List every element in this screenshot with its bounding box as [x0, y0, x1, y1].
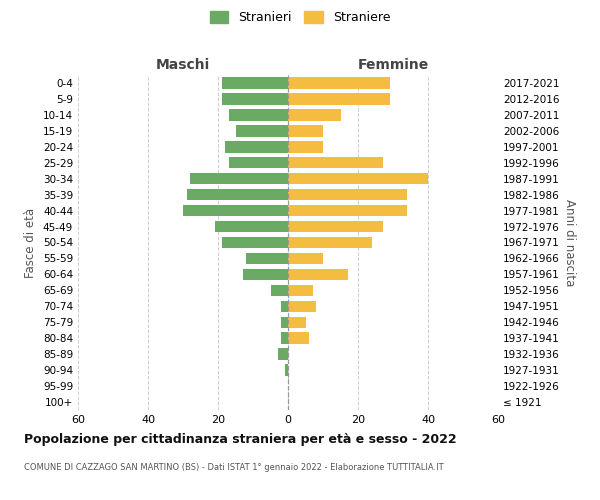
Bar — [281, 316, 288, 328]
Bar — [288, 205, 407, 216]
Bar — [246, 252, 288, 264]
Bar — [187, 189, 288, 200]
Y-axis label: Anni di nascita: Anni di nascita — [563, 199, 576, 286]
Bar — [288, 332, 309, 344]
Bar — [221, 93, 288, 104]
Bar — [242, 268, 288, 280]
Y-axis label: Fasce di età: Fasce di età — [25, 208, 37, 278]
Text: Maschi: Maschi — [156, 58, 210, 72]
Text: Popolazione per cittadinanza straniera per età e sesso - 2022: Popolazione per cittadinanza straniera p… — [24, 432, 457, 446]
Legend: Stranieri, Straniere: Stranieri, Straniere — [205, 6, 395, 29]
Bar — [235, 125, 288, 136]
Bar — [183, 205, 288, 216]
Text: Femmine: Femmine — [358, 58, 428, 72]
Bar — [288, 268, 347, 280]
Bar — [288, 125, 323, 136]
Bar — [288, 252, 323, 264]
Bar — [225, 141, 288, 152]
Bar — [229, 157, 288, 168]
Bar — [288, 173, 428, 184]
Bar — [271, 284, 288, 296]
Bar — [221, 77, 288, 88]
Bar — [190, 173, 288, 184]
Bar — [281, 300, 288, 312]
Text: COMUNE DI CAZZAGO SAN MARTINO (BS) - Dati ISTAT 1° gennaio 2022 - Elaborazione T: COMUNE DI CAZZAGO SAN MARTINO (BS) - Dat… — [24, 462, 443, 471]
Bar — [221, 237, 288, 248]
Bar — [288, 189, 407, 200]
Bar — [215, 221, 288, 232]
Bar — [288, 300, 316, 312]
Bar — [288, 316, 305, 328]
Bar — [288, 221, 383, 232]
Bar — [277, 348, 288, 360]
Bar — [284, 364, 288, 376]
Bar — [288, 93, 389, 104]
Bar — [288, 77, 389, 88]
Bar — [288, 157, 383, 168]
Bar — [229, 109, 288, 120]
Bar — [288, 284, 313, 296]
Bar — [288, 141, 323, 152]
Bar — [288, 237, 372, 248]
Bar — [281, 332, 288, 344]
Bar — [288, 109, 341, 120]
